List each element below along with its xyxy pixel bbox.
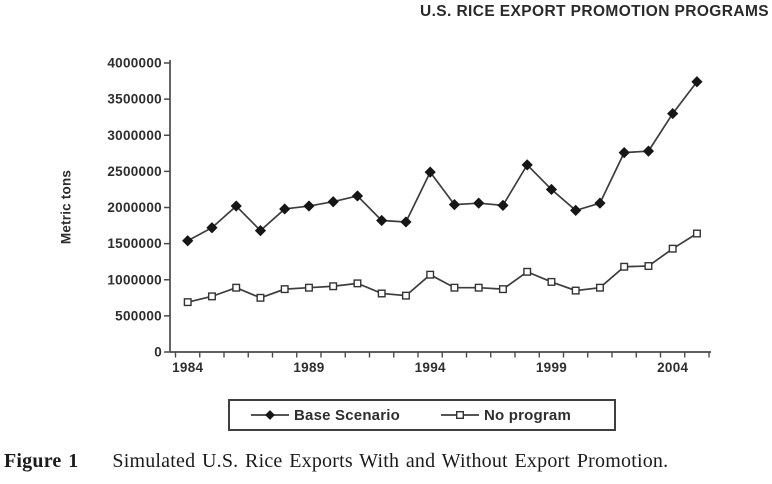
y-tick-label: 4000000	[107, 56, 162, 71]
series-no-program-point-marker	[207, 292, 216, 301]
series-base-scenario-point-marker	[642, 145, 655, 157]
y-tick-label: 500000	[115, 308, 162, 323]
series-base-scenario-point-marker	[254, 225, 267, 237]
y-tick-label: 1500000	[107, 236, 162, 251]
chart-svg: 0 500000 1000000 1500000 2000000 2500000 30000…	[107, 56, 711, 375]
x-tick-label: 1994	[415, 360, 446, 375]
series-no-program-point-marker	[256, 293, 265, 302]
legend-label-no-program: No program	[484, 406, 572, 424]
legend-item-no-program: No program	[440, 407, 571, 424]
y-axis-title: Metric tons	[58, 169, 74, 245]
series-base-scenario-point-marker	[448, 199, 461, 211]
square-marker-icon	[441, 411, 479, 419]
series-no-program-point-marker	[668, 244, 677, 253]
y-tick-label: 2000000	[107, 200, 162, 215]
series-base-scenario-point-marker	[279, 203, 291, 215]
x-tick-label: 1999	[536, 360, 567, 375]
y-tick-label: 3500000	[107, 92, 162, 107]
series-base-scenario-point-marker	[182, 235, 194, 247]
series-no-program-point-marker	[547, 277, 556, 286]
series-base-scenario-point-marker	[400, 216, 412, 228]
series-base-scenario-point-marker	[594, 197, 606, 209]
series-no-program-point-marker	[377, 289, 386, 298]
series-base-scenario-point-marker	[206, 222, 218, 234]
series-no-program-point-marker	[474, 283, 483, 292]
figure-caption-row: Figure 1 Simulated U.S. Rice Exports With…	[4, 450, 772, 473]
series-base-scenario-point-marker	[545, 183, 558, 196]
series-base-scenario-point-marker	[618, 146, 630, 159]
series-no-program-point-marker	[571, 286, 580, 295]
series-base-scenario-point-marker	[351, 190, 364, 202]
series-no-program-point-marker	[498, 285, 507, 294]
y-tick-label: 0	[154, 345, 162, 360]
legend: Base Scenario No program	[228, 399, 616, 431]
series-base-scenario-point-marker	[497, 199, 509, 211]
series-base-scenario-point-marker	[691, 76, 703, 88]
series-no-program-point-marker	[304, 283, 313, 292]
x-tick-label: 1984	[172, 360, 203, 375]
series-no-program-point-marker	[280, 285, 289, 294]
series-base-scenario-point-marker	[570, 204, 582, 216]
series-base-scenario-point-marker	[230, 200, 242, 212]
series-no-program-point-marker	[232, 283, 241, 292]
x-tick-label: 2004	[657, 360, 688, 375]
series-no-program-point-marker	[426, 270, 435, 279]
series-no-program-point-marker	[353, 279, 362, 288]
series-no-program-point-marker	[329, 282, 338, 291]
series-no-program-point-marker	[401, 291, 410, 300]
series-no-program-point-marker	[595, 283, 604, 292]
y-tick-label: 3000000	[107, 128, 162, 143]
x-tick-label: 1989	[293, 360, 324, 375]
diamond-marker-icon	[251, 410, 289, 420]
series-base-scenario-point-marker	[667, 107, 679, 120]
series-base-scenario-point-marker	[376, 214, 388, 227]
series-no-program-line	[187, 232, 698, 303]
series-base-scenario-line	[187, 81, 698, 242]
series-no-program-point-marker	[523, 267, 532, 276]
figure-caption: Simulated U.S. Rice Exports With and Wit…	[112, 450, 669, 472]
series-base-scenario-point-marker	[473, 197, 485, 209]
series-base-scenario-point-marker	[424, 166, 436, 178]
series-no-program-point-marker	[620, 262, 629, 271]
legend-item-base-scenario: Base Scenario	[250, 407, 400, 424]
chart-title: U.S. RICE EXPORT PROMOTION PROGRAMS	[420, 3, 769, 20]
figure-label: Figure 1	[4, 450, 79, 472]
legend-label-base-scenario: Base Scenario	[294, 406, 400, 424]
series-base-scenario-point-marker	[327, 196, 339, 208]
series-base-scenario-point-marker	[303, 200, 315, 212]
series-no-program-point-marker	[692, 229, 701, 238]
series-base-scenario-point-marker	[521, 159, 533, 171]
legend-square	[456, 411, 465, 419]
series-no-program-point-marker	[450, 283, 459, 292]
legend-diamond	[265, 410, 275, 420]
y-tick-label: 1000000	[107, 272, 162, 287]
series-no-program-point-marker	[183, 298, 192, 307]
y-tick-label: 2500000	[107, 164, 162, 179]
series-no-program-point-marker	[644, 262, 653, 271]
